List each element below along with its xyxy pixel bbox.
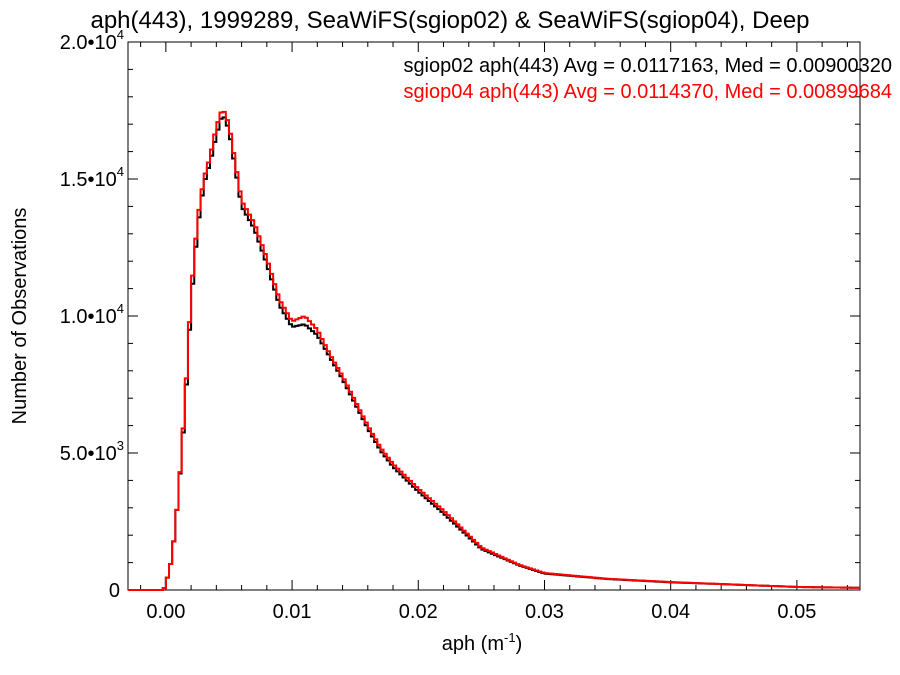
series-lines bbox=[128, 110, 860, 591]
y-tick-label: 1.5•104 bbox=[60, 164, 124, 191]
plot-frame bbox=[127, 41, 861, 591]
y-tick-label: 0 bbox=[109, 580, 120, 602]
x-tick-label: 0.00 bbox=[146, 601, 185, 623]
x-tick-label: 0.03 bbox=[525, 601, 564, 623]
x-tick-label: 0.01 bbox=[273, 601, 312, 623]
x-axis-title: aph (m-1) bbox=[442, 630, 522, 655]
x-axis-title-close: ) bbox=[516, 633, 523, 655]
axis-ticks: 0.00 0.01 0.02 0.03 0.04 0.05 0 5.0•103 1.0•104 1… bbox=[60, 27, 860, 623]
legend-entry-sgiop02: sgiop02 aph(443) Avg = 0.0117163, Med = … bbox=[403, 55, 892, 77]
x-axis-title-superscript: -1 bbox=[504, 630, 516, 645]
y-tick-label: 2.0•104 bbox=[60, 27, 124, 54]
x-axis-title-text: aph (m bbox=[442, 633, 504, 655]
y-tick-label: 5.0•103 bbox=[60, 438, 124, 465]
legend-entry-sgiop04: sgiop04 aph(443) Avg = 0.0114370, Med = … bbox=[403, 81, 892, 103]
x-tick-label: 0.04 bbox=[651, 601, 690, 623]
chart-title: aph(443), 1999289, SeaWiFS(sgiop02) & Se… bbox=[90, 7, 809, 34]
x-tick-label: 0.02 bbox=[399, 601, 438, 623]
y-tick-label: 1.0•104 bbox=[60, 301, 124, 328]
series-line-sgiop04 bbox=[128, 110, 860, 591]
y-axis-title: Number of Observations bbox=[9, 208, 31, 425]
legend: sgiop02 aph(443) Avg = 0.0117163, Med = … bbox=[403, 55, 892, 103]
x-tick-label: 0.05 bbox=[777, 601, 816, 623]
